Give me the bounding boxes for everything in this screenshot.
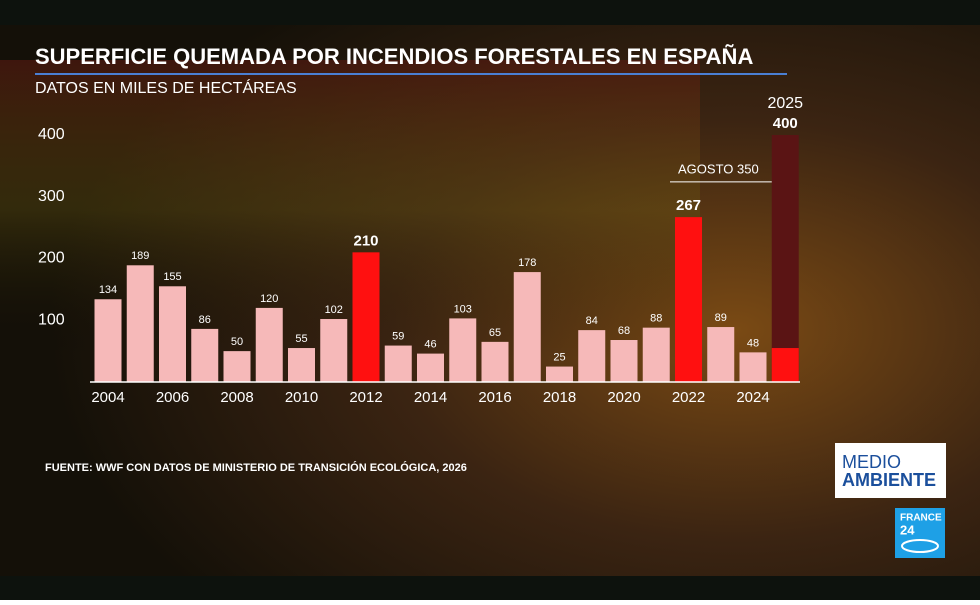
section-label: MEDIO <box>842 452 901 472</box>
bar <box>642 327 670 382</box>
channel-logo <box>895 508 945 558</box>
annotation: AGOSTO 350 <box>678 161 759 176</box>
x-tick-label: 2012 <box>349 389 382 406</box>
bar <box>771 135 799 382</box>
bar <box>320 319 348 382</box>
bar <box>481 341 509 382</box>
x-tick-label: 2006 <box>156 389 189 406</box>
x-tick-label: 2004 <box>91 389 124 406</box>
x-tick-label: 2022 <box>672 389 705 406</box>
value-label: 48 <box>747 337 759 349</box>
x-tick-label: 2020 <box>607 389 640 406</box>
y-tick-label: 400 <box>38 126 65 143</box>
y-tick-label: 200 <box>38 250 65 267</box>
bar <box>223 351 251 382</box>
value-label: 25 <box>553 351 565 363</box>
bar <box>159 286 186 382</box>
value-label: 267 <box>676 197 701 214</box>
value-label: 84 <box>586 315 598 327</box>
value-label: 59 <box>392 330 404 342</box>
bar <box>546 366 573 382</box>
bar <box>739 352 767 382</box>
x-tick-label: 2018 <box>543 389 576 406</box>
bar <box>578 330 606 382</box>
value-label: 86 <box>199 314 211 326</box>
value-label: 50 <box>231 336 243 348</box>
bar <box>449 318 477 382</box>
bar <box>675 217 702 382</box>
x-tick-label: 2025 <box>767 95 803 112</box>
bar <box>191 328 219 382</box>
channel-label: FRANCE <box>900 513 942 524</box>
top-band <box>0 0 980 25</box>
value-label: 103 <box>454 303 472 315</box>
x-tick-label: 2016 <box>478 389 511 406</box>
x-tick-label: 2008 <box>220 389 253 406</box>
section-badge <box>835 443 946 498</box>
bar <box>610 340 638 382</box>
value-label: 400 <box>773 115 798 132</box>
logo-swirl <box>901 539 939 553</box>
value-label: 189 <box>131 250 149 262</box>
value-label: 88 <box>650 313 662 325</box>
bar <box>94 299 122 382</box>
value-label: 68 <box>618 325 630 337</box>
bar <box>126 265 154 382</box>
chart-subtitle: DATOS EN MILES DE HECTÁREAS <box>35 78 297 97</box>
chart-title: SUPERFICIE QUEMADA POR INCENDIOS FORESTA… <box>35 44 753 69</box>
title-rule <box>35 73 787 75</box>
bar <box>288 348 315 382</box>
y-tick-label: 300 <box>38 188 65 205</box>
x-tick-label: 2010 <box>285 389 318 406</box>
value-label: 178 <box>518 257 536 269</box>
source: FUENTE: WWF CON DATOS DE MINISTERIO DE T… <box>45 461 467 474</box>
bar <box>417 353 444 382</box>
value-label: 55 <box>295 333 307 345</box>
value-label: 89 <box>715 312 727 324</box>
value-label: 46 <box>424 339 436 351</box>
x-tick-label: 2024 <box>736 389 769 406</box>
section-label: AMBIENTE <box>842 470 936 490</box>
y-tick-label: 100 <box>38 311 65 328</box>
bar <box>352 252 380 382</box>
x-tick-label: 2014 <box>414 389 447 406</box>
value-label: 155 <box>163 271 181 283</box>
bar <box>384 345 412 382</box>
bar <box>255 307 283 382</box>
bar <box>707 327 735 382</box>
value-label: 102 <box>325 304 343 316</box>
bar <box>513 272 541 382</box>
value-label: 134 <box>99 284 117 296</box>
value-label: 210 <box>353 232 378 249</box>
value-label: 120 <box>260 293 278 305</box>
value-label: 65 <box>489 327 501 339</box>
bottom-band <box>0 576 980 600</box>
bar <box>771 348 799 382</box>
channel-label: 24 <box>900 522 915 537</box>
